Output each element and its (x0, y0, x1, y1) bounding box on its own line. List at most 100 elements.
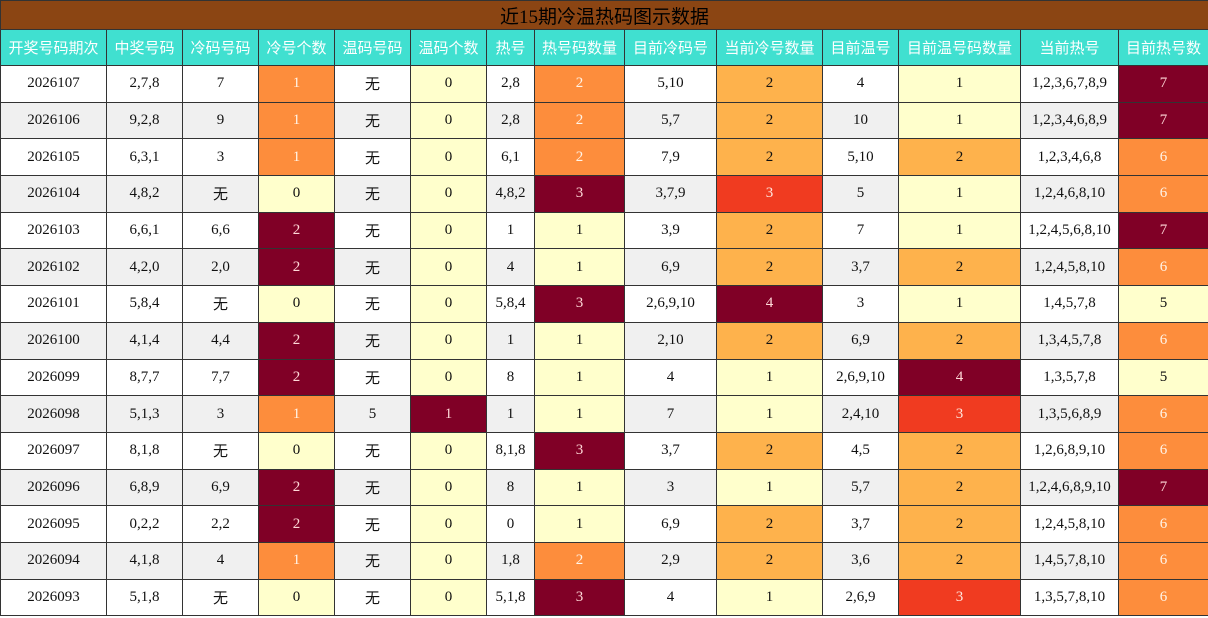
table-cell: 4 (898, 358, 1021, 397)
table-cell: 1,4,5,7,8 (1020, 285, 1119, 323)
table-cell: 无 (334, 541, 411, 580)
table-cell: 3 (182, 395, 259, 433)
table-cell: 1 (258, 395, 335, 433)
table-cell: 2 (534, 541, 625, 580)
table-cell: 5,8,4 (106, 285, 183, 323)
table-cell: 0 (486, 505, 535, 543)
table-cell: 2,9 (624, 541, 717, 580)
table-cell: 6 (1117, 541, 1208, 580)
table-cell: 6,6,1 (106, 211, 183, 250)
table-cell: 1 (898, 175, 1021, 213)
table-cell: 1,2,4,5,6,8,10 (1020, 211, 1119, 250)
table-cell: 2026095 (0, 505, 107, 543)
table-cell: 0 (410, 578, 487, 617)
table-cell: 2 (716, 431, 823, 470)
table-cell: 5,1,3 (106, 395, 183, 433)
table-cell: 1 (534, 505, 625, 543)
table-cell: 3 (534, 175, 625, 213)
table-cell: 1,2,4,6,8,9,10 (1020, 468, 1119, 507)
table-cell: 1,3,5,7,8,10 (1020, 578, 1119, 617)
table-cell: 6,9 (624, 505, 717, 543)
table-cell: 6 (1117, 431, 1208, 470)
table-cell: 0 (410, 505, 487, 543)
table-cell: 4 (716, 285, 823, 323)
table-cell: 1 (534, 248, 625, 287)
column-header: 温码号码 (334, 29, 411, 66)
column-header: 当前热号 (1020, 29, 1119, 66)
table-cell: 4,2,0 (106, 248, 183, 287)
table-cell: 无 (182, 175, 259, 213)
table-cell: 2,8 (486, 65, 535, 103)
table-cell: 2 (898, 321, 1021, 360)
table-cell: 无 (334, 431, 411, 470)
table-row: 2026097 8,1,8 无 0 无 0 8,1,8 3 3,7 2 4,5 2 1,2,6,8,9,… (0, 431, 1208, 470)
table-cell: 0 (410, 541, 487, 580)
table-cell: 1,2,3,4,6,8,9 (1020, 101, 1119, 140)
table-cell: 5,1,8 (106, 578, 183, 617)
table-cell: 2,6,9,10 (624, 285, 717, 323)
table-cell: 6,9 (182, 468, 259, 507)
table-cell: 7 (1117, 468, 1208, 507)
table-row: 2026094 4,1,8 4 1 无 0 1,8 2 2,9 2 3,6 2 1,4,5,7,8,10… (0, 541, 1208, 580)
table-cell: 7,7 (182, 358, 259, 397)
column-header: 目前冷码号 (624, 29, 717, 66)
column-header: 目前温号 (822, 29, 899, 66)
table-cell: 5,1,8 (486, 578, 535, 617)
table-cell: 8,1,8 (106, 431, 183, 470)
table-cell: 6 (1117, 175, 1208, 213)
table-row: 2026095 0,2,2 2,2 2 无 0 0 1 6,9 2 3,7 2 1,2,4,5,8,10… (0, 505, 1208, 543)
table-cell: 1,3,4,5,7,8 (1020, 321, 1119, 360)
table-cell: 2 (258, 358, 335, 397)
table-cell: 6 (1117, 248, 1208, 287)
table-body: 2026107 2,7,8 7 1 无 0 2,8 2 5,10 2 4 1 1,2,3,6,7,8,9… (0, 65, 1208, 617)
table-cell: 1 (898, 101, 1021, 140)
table-cell: 6 (1117, 138, 1208, 177)
table-cell: 1,4,5,7,8,10 (1020, 541, 1119, 580)
table-cell: 2 (258, 468, 335, 507)
table-cell: 2,10 (624, 321, 717, 360)
table-title: 近15期冷温热码图示数据 (0, 0, 1208, 30)
table-cell: 0 (410, 431, 487, 470)
column-header: 目前热号数 (1117, 29, 1208, 66)
table-cell: 2 (534, 138, 625, 177)
table-row: 2026101 5,8,4 无 0 无 0 5,8,4 3 2,6,9,10 4 3 1 1,4,5,7… (0, 285, 1208, 323)
table-cell: 8 (486, 358, 535, 397)
table-cell: 4 (822, 65, 899, 103)
table-cell: 4 (624, 578, 717, 617)
table-cell: 1 (486, 395, 535, 433)
column-header: 当前冷号数量 (716, 29, 823, 66)
table-cell: 8 (486, 468, 535, 507)
table-cell: 1 (410, 395, 487, 433)
table-cell: 5 (822, 175, 899, 213)
table-cell: 3,7 (624, 431, 717, 470)
table-cell: 5,8,4 (486, 285, 535, 323)
table-cell: 3 (898, 578, 1021, 617)
table-cell: 2026104 (0, 175, 107, 213)
column-header: 冷号个数 (258, 29, 335, 66)
table-cell: 4,8,2 (106, 175, 183, 213)
table-cell: 2 (898, 248, 1021, 287)
table-cell: 无 (334, 138, 411, 177)
table-cell: 4,1,4 (106, 321, 183, 360)
table-cell: 6 (1117, 505, 1208, 543)
table-cell: 0 (258, 431, 335, 470)
table-cell: 0 (410, 358, 487, 397)
table-cell: 1,2,3,6,7,8,9 (1020, 65, 1119, 103)
table-cell: 2 (258, 211, 335, 250)
table-cell: 1,3,5,7,8 (1020, 358, 1119, 397)
table-row: 2026107 2,7,8 7 1 无 0 2,8 2 5,10 2 4 1 1,2,3,6,7,8,9… (0, 65, 1208, 103)
table-cell: 0 (410, 468, 487, 507)
table-cell: 无 (334, 505, 411, 543)
table-cell: 1 (716, 578, 823, 617)
header-row: 开奖号码期次 中奖号码 冷码号码 冷号个数 温码号码 温码个数 热号 热号码数量 目前冷码号 当前… (0, 29, 1208, 66)
table-cell: 1 (486, 321, 535, 360)
column-header: 中奖号码 (106, 29, 183, 66)
table-cell: 1,2,4,5,8,10 (1020, 248, 1119, 287)
table-cell: 1,2,4,5,8,10 (1020, 505, 1119, 543)
table-cell: 3,7,9 (624, 175, 717, 213)
table-cell: 2 (534, 101, 625, 140)
table-cell: 5 (334, 395, 411, 433)
table-cell: 6,3,1 (106, 138, 183, 177)
